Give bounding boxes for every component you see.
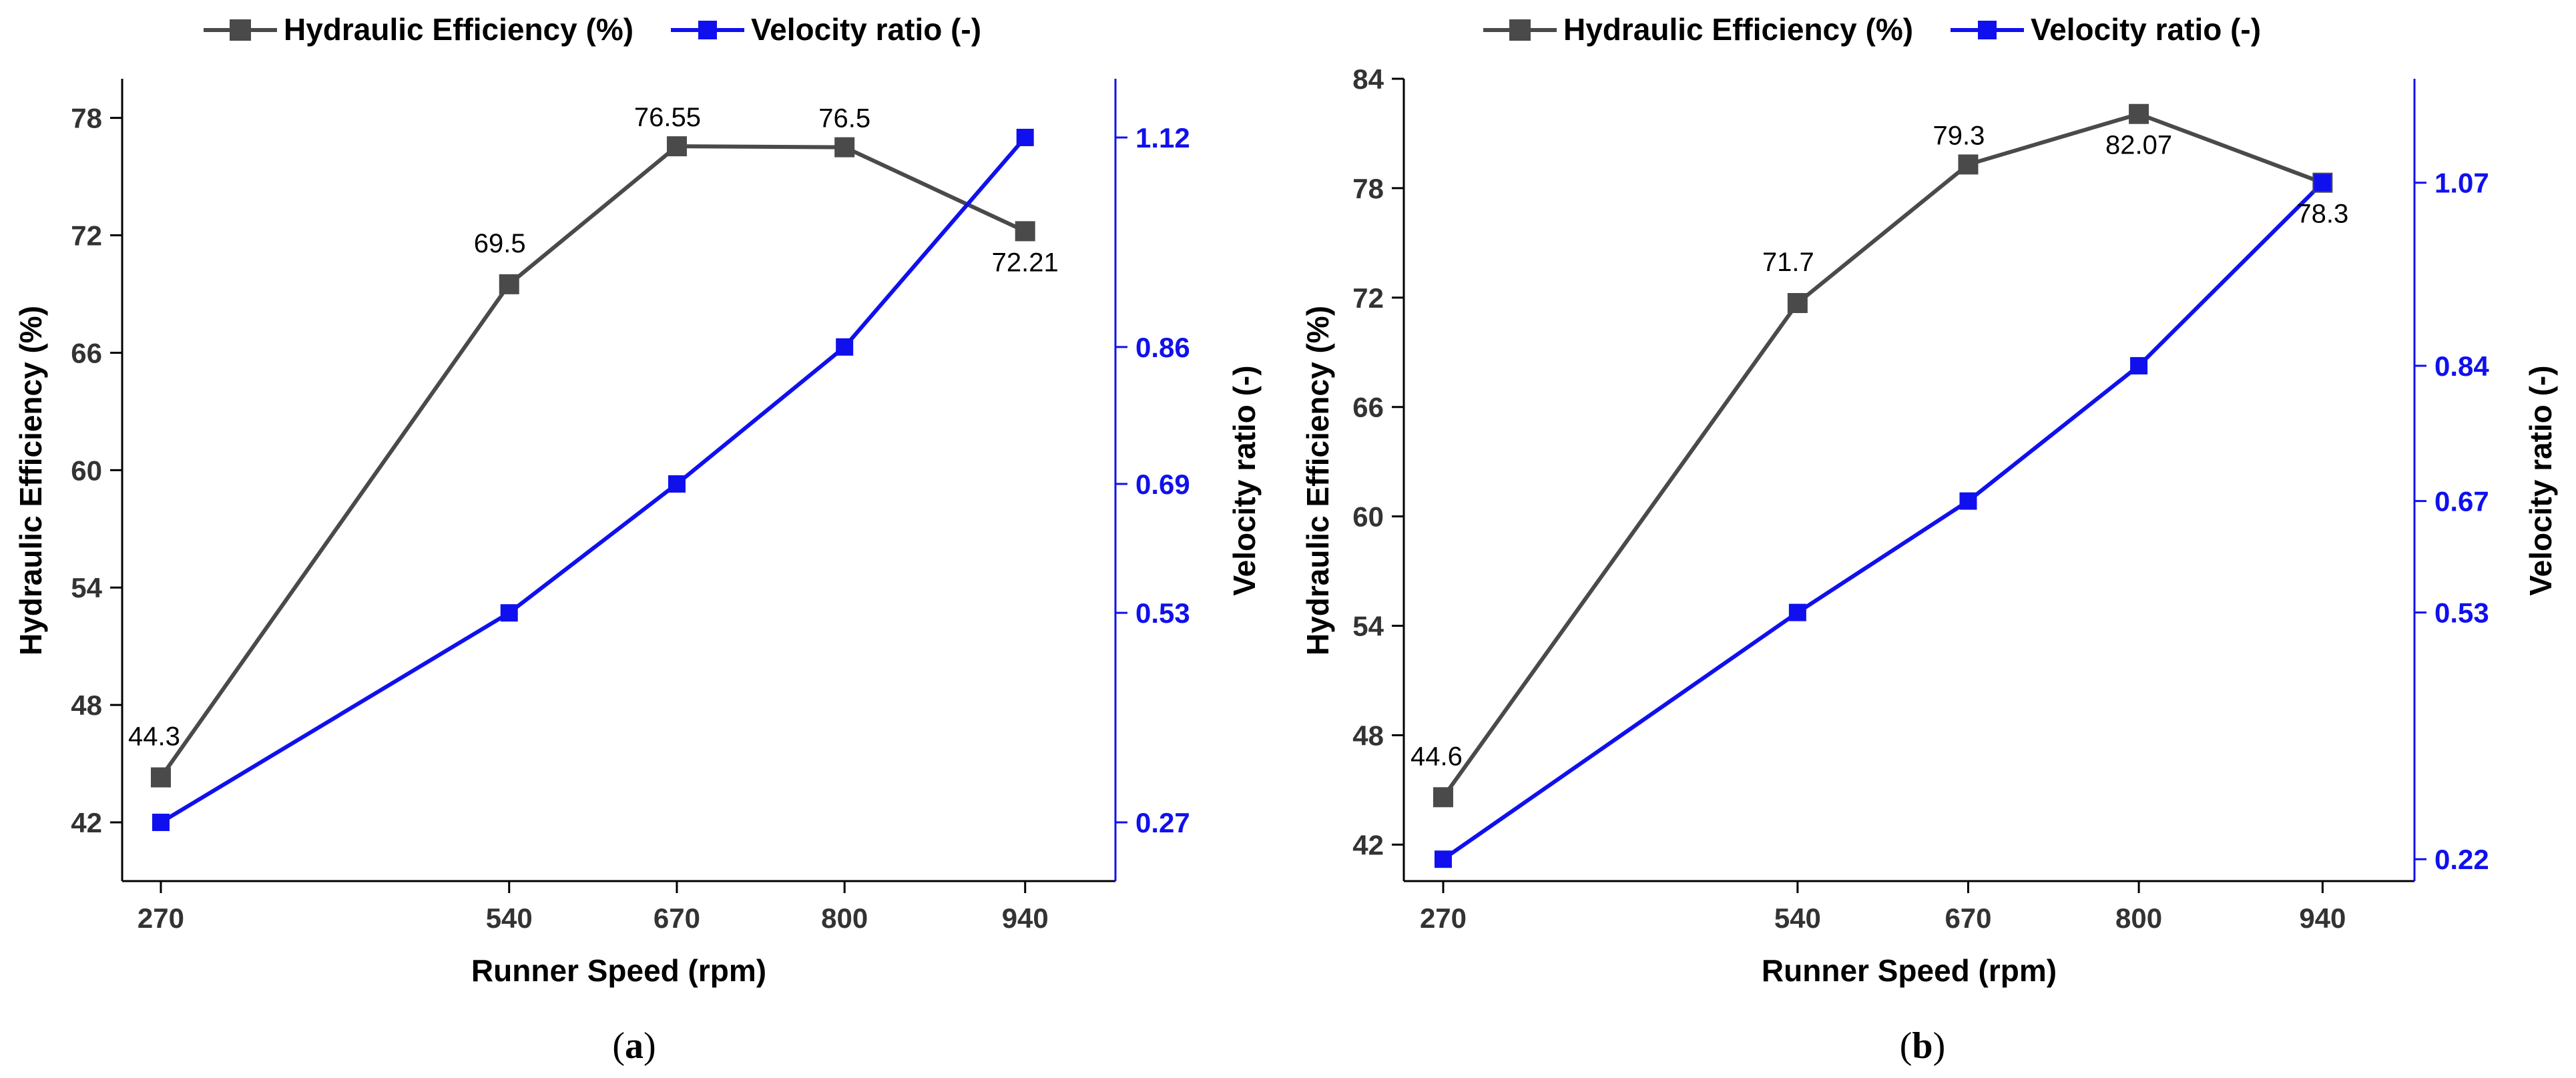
data-label: 72.21 (992, 248, 1059, 277)
velocity-point (1959, 492, 1977, 510)
data-label: 76.5 (818, 104, 870, 133)
velocity-point (1788, 603, 1806, 621)
efficiency-point (1958, 154, 1979, 175)
velocity-point (500, 604, 518, 622)
y2-axis-title-a: Velocity ratio (-) (1227, 365, 1262, 595)
data-label: 71.7 (1762, 248, 1814, 277)
x-axis-title-b: Runner Speed (rpm) (1762, 953, 2057, 988)
x-tick-label: 800 (821, 902, 868, 934)
x-tick-label: 540 (1774, 902, 1821, 934)
chart-panel-a: Hydraulic Efficiency (%) Velocity ratio … (13, 12, 1262, 1067)
series-line-efficiency (159, 144, 1026, 779)
y2-tick-label: 0.86 (1135, 332, 1190, 363)
y2-axis-title-b: Velocity ratio (-) (2523, 365, 2558, 595)
data-label: 44.3 (128, 722, 180, 752)
velocity-point (152, 814, 170, 832)
y-tick-label: 60 (1352, 501, 1384, 533)
data-label: 82.07 (2105, 131, 2172, 160)
y-tick-label: 48 (71, 690, 102, 721)
series-line-efficiency (1441, 111, 2324, 799)
x-tick-label: 940 (2299, 902, 2346, 934)
y-tick-label: 66 (1352, 392, 1384, 423)
y2-tick-label: 1.07 (2434, 168, 2489, 199)
x-tick-label: 940 (1002, 902, 1049, 934)
velocity-point (668, 475, 686, 493)
panel-caption-a: (a) (612, 1025, 656, 1067)
velocity-point (1016, 128, 1034, 146)
data-label: 44.6 (1410, 742, 1463, 771)
x-tick-label: 670 (654, 902, 700, 934)
y-axis-title-a: Hydraulic Efficiency (%) (13, 306, 48, 655)
efficiency-point (1433, 787, 1453, 808)
x-tick-label: 270 (138, 902, 184, 934)
series-a: 44.3 69.5 76.55 76.5 72.21 (128, 103, 1059, 832)
legend-b: Hydraulic Efficiency (%) Velocity ratio … (1483, 12, 2261, 47)
y-tick-label: 72 (71, 220, 102, 252)
legend-efficiency-marker (230, 19, 251, 41)
y-tick-label: 72 (1352, 282, 1384, 314)
velocity-point (2130, 356, 2148, 374)
x-tick-label: 540 (486, 902, 533, 934)
y2-tick-label: 0.53 (1135, 597, 1190, 629)
x-axis-title-a: Runner Speed (rpm) (471, 953, 766, 988)
y-tick-label: 54 (71, 572, 102, 603)
data-label: 78.3 (2296, 200, 2348, 229)
y2-tick-label: 0.69 (1135, 469, 1190, 500)
y-tick-label: 42 (1352, 829, 1384, 860)
y-tick-label: 60 (71, 455, 102, 486)
legend-efficiency-label: Hydraulic Efficiency (%) (284, 12, 633, 47)
y-tick-label: 78 (71, 103, 102, 134)
chart-panel-b: Hydraulic Efficiency (%) Velocity ratio … (1300, 12, 2558, 1067)
data-label: 69.5 (474, 229, 526, 258)
efficiency-point (1787, 293, 1808, 314)
y-tick-label: 66 (71, 337, 102, 368)
y-tick-label: 78 (1352, 173, 1384, 204)
velocity-point (836, 338, 854, 356)
data-label: 76.55 (634, 103, 701, 132)
efficiency-point (1015, 221, 1035, 242)
y-tick-label: 54 (1352, 611, 1384, 642)
legend-velocity-label: Velocity ratio (-) (2031, 12, 2261, 47)
legend-efficiency-label: Hydraulic Efficiency (%) (1563, 12, 1913, 47)
series-line-velocity (1442, 181, 2324, 861)
y2-tick-label: 0.22 (2434, 844, 2489, 875)
y-ticks-right-b: 0.22 0.53 0.67 0.84 1.07 (2414, 168, 2489, 875)
y-tick-label: 42 (71, 807, 102, 838)
efficiency-point (150, 767, 171, 788)
series-line-velocity (160, 136, 1027, 824)
y2-tick-label: 0.53 (2434, 597, 2489, 629)
y2-tick-label: 0.67 (2434, 486, 2489, 517)
y2-tick-label: 1.12 (1135, 122, 1190, 154)
velocity-point (1434, 850, 1452, 868)
efficiency-point (499, 274, 519, 294)
legend-velocity-label: Velocity ratio (-) (751, 12, 981, 47)
x-ticks-b: 270 540 670 800 940 (1420, 881, 2346, 934)
x-tick-label: 270 (1420, 902, 1467, 934)
y-tick-label: 48 (1352, 720, 1384, 751)
efficiency-point (834, 137, 855, 158)
y-axis-title-b: Hydraulic Efficiency (%) (1300, 306, 1335, 655)
data-label: 79.3 (1933, 121, 1985, 150)
y-ticks-left-b: 42 48 54 60 66 72 78 84 (1352, 63, 1404, 860)
efficiency-point (2129, 103, 2149, 124)
series-b: 44.6 71.7 79.3 82.07 78.3 (1410, 103, 2348, 868)
legend-efficiency-marker (1509, 19, 1531, 41)
legend-velocity-marker (1978, 21, 1997, 39)
panel-caption-b: (b) (1900, 1025, 1945, 1067)
legend-a: Hydraulic Efficiency (%) Velocity ratio … (204, 12, 981, 47)
x-ticks-a: 270 540 670 800 940 (138, 881, 1049, 934)
y2-tick-label: 0.84 (2434, 350, 2489, 382)
velocity-point (2314, 174, 2332, 192)
efficiency-point (666, 136, 687, 157)
y-ticks-right-a: 0.27 0.53 0.69 0.86 1.12 (1115, 122, 1190, 838)
y2-tick-label: 0.27 (1135, 807, 1190, 838)
x-tick-label: 800 (2115, 902, 2162, 934)
x-tick-label: 670 (1945, 902, 1991, 934)
y-ticks-left-a: 42 48 54 60 66 72 78 (71, 103, 122, 838)
legend-velocity-marker (698, 21, 717, 39)
y-tick-label: 84 (1352, 63, 1384, 95)
